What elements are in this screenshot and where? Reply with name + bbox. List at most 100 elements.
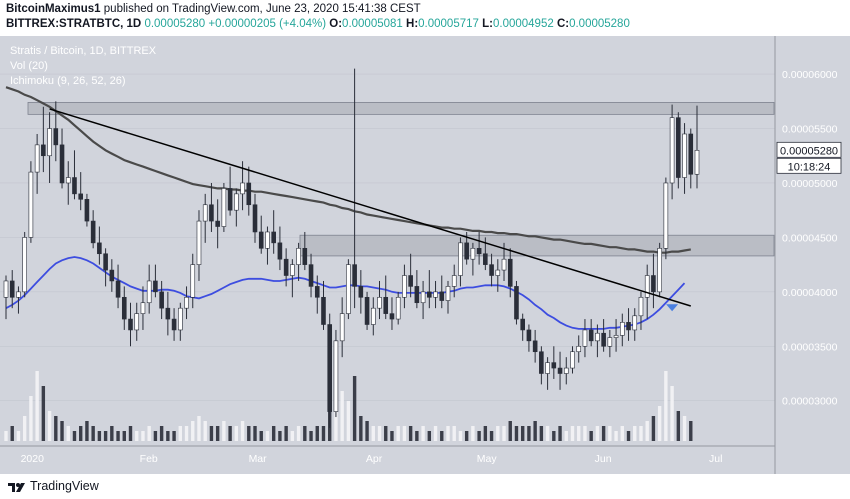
candle-body: [28, 171, 34, 238]
volume-bar: [215, 426, 220, 441]
candle-body: [78, 193, 84, 200]
candle-body: [146, 280, 152, 304]
volume-bar: [184, 426, 189, 441]
y-tick-label: 0.00005000: [782, 178, 838, 190]
candle-body: [476, 247, 482, 255]
volume-bar: [676, 411, 681, 441]
countdown-value: 10:18:24: [788, 161, 831, 173]
open-value: 0.00005081: [342, 18, 403, 30]
volume-bars: [4, 371, 693, 441]
chart-title: Stratis / Bitcoin, 1D, BITTREX: [10, 45, 157, 57]
candle-body: [41, 144, 46, 157]
candle-body: [165, 307, 171, 320]
candle-body: [59, 144, 65, 184]
countdown-box: [776, 157, 842, 174]
volume-bar: [340, 391, 344, 441]
publish-line: BitcoinMaximus1 published on TradingView…: [6, 3, 421, 15]
chart-area[interactable]: 0.00006000 0.00005500 0.00005000 0.00004500…: [0, 36, 850, 481]
candlesticks[interactable]: [3, 68, 700, 428]
tradingview-logo[interactable]: TradingView: [8, 479, 99, 493]
candle-body: [520, 318, 525, 331]
author-name[interactable]: BitcoinMaximus1: [6, 3, 101, 15]
volume-bar: [483, 426, 488, 441]
volume-bar: [4, 431, 8, 441]
volume-bar: [365, 421, 369, 441]
volume-bar: [589, 431, 593, 441]
volume-bar: [159, 426, 164, 441]
candle-body: [97, 242, 102, 255]
volume-bar: [91, 426, 95, 441]
support-zone: [299, 234, 775, 257]
candle-body: [694, 150, 700, 175]
candle-body: [526, 329, 532, 342]
volume-bar: [172, 431, 176, 441]
candle-body: [252, 204, 258, 233]
candle-body: [582, 329, 588, 347]
candle-body: [333, 340, 339, 412]
volume-bar: [558, 426, 562, 441]
gridlines: [0, 73, 775, 402]
x-tick-label: Jul: [709, 453, 722, 465]
candle-body: [227, 188, 233, 211]
candle-body: [3, 280, 9, 298]
signal-arrow: [666, 304, 679, 312]
open-label: O:: [329, 18, 343, 30]
volume-bar: [670, 386, 674, 441]
volume-bar: [527, 426, 531, 441]
x-axis[interactable]: 2020 Feb Mar Apr May Jun Jul: [0, 445, 775, 465]
volume-bar: [228, 426, 232, 441]
candle-body: [495, 269, 501, 276]
publish-header: BitcoinMaximus1 published on TradingView…: [0, 0, 850, 36]
candle-body: [171, 318, 177, 331]
volume-bar: [614, 431, 618, 441]
volume-bar: [116, 431, 120, 441]
x-tick-label: Apr: [366, 453, 383, 465]
price-zones: [27, 102, 775, 257]
volume-bar: [626, 431, 631, 441]
candle-body: [234, 193, 239, 211]
candle-body: [576, 345, 582, 353]
volume-bar: [122, 431, 126, 441]
candle-body: [563, 367, 569, 374]
volume-bar: [110, 426, 114, 441]
volume-bar: [371, 426, 375, 441]
candle-body: [551, 362, 557, 369]
volume-bar: [191, 421, 195, 441]
candle-body: [501, 258, 507, 271]
high-value: 0.00005717: [418, 18, 479, 30]
candle-body: [626, 322, 631, 331]
candle-body: [402, 275, 407, 298]
x-tick-label: Mar: [249, 453, 268, 465]
candle-body: [607, 337, 613, 347]
volume-bar: [290, 431, 295, 441]
candle-body: [65, 177, 71, 184]
slow-moving-average: [5, 86, 691, 254]
volume-bar: [278, 431, 282, 441]
candle-body: [395, 296, 401, 320]
candle-body: [72, 177, 77, 195]
y-tick-label: 0.00004000: [782, 287, 838, 299]
candle-body: [271, 231, 276, 244]
candle-body: [451, 275, 457, 287]
price-tag: 0.00005280 10:18:24: [776, 141, 842, 174]
volume-bar: [539, 426, 544, 441]
candle-body: [90, 220, 96, 244]
trendline-group[interactable]: [49, 108, 691, 312]
volume-bar: [10, 426, 14, 441]
candle-body: [215, 220, 220, 227]
candle-body: [570, 351, 575, 369]
volume-bar: [477, 431, 481, 441]
volume-bar: [577, 426, 581, 441]
price-chart[interactable]: 0.00006000 0.00005500 0.00005000 0.00004500…: [0, 36, 850, 474]
candle-body: [669, 117, 675, 184]
volume-bar: [135, 431, 139, 441]
candle-body: [595, 332, 600, 342]
volume-bar: [408, 426, 413, 441]
candle-body: [532, 340, 538, 353]
volume-bar: [415, 431, 419, 441]
candle-body: [483, 253, 488, 265]
volume-bar: [595, 426, 600, 441]
y-axis[interactable]: 0.00006000 0.00005500 0.00005000 0.00004500…: [774, 36, 838, 474]
candle-body: [632, 315, 638, 331]
volume-bar: [682, 416, 687, 441]
